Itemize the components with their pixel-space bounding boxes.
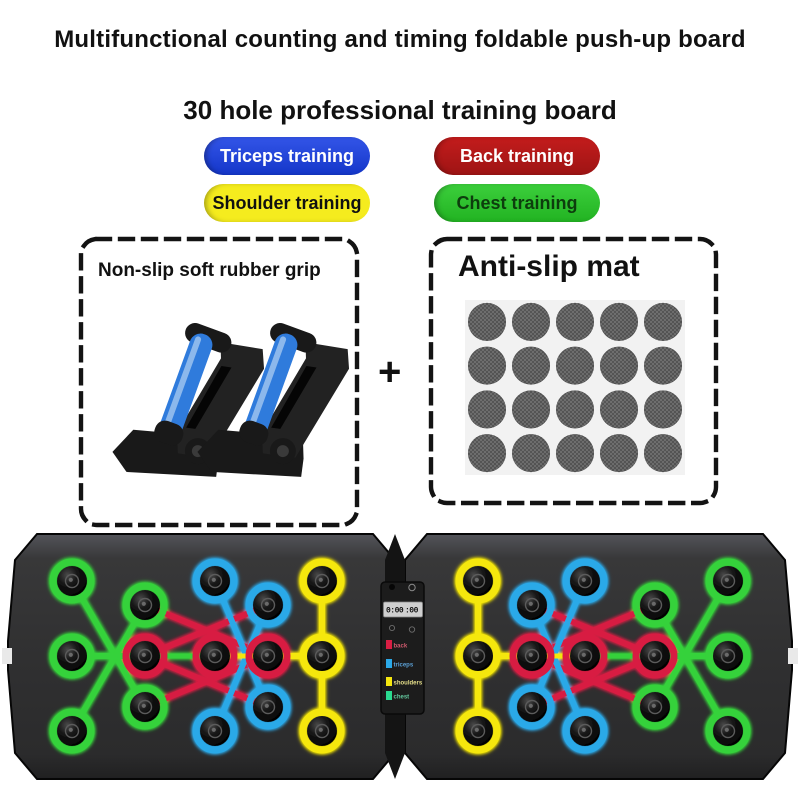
svg-text:0:00: 0:00 <box>386 607 404 616</box>
svg-text:triceps: triceps <box>394 662 414 668</box>
svg-text:shoulders: shoulders <box>394 680 423 686</box>
svg-text:chest: chest <box>394 694 410 700</box>
svg-text:back: back <box>394 643 408 649</box>
svg-text::00: :00 <box>405 607 419 616</box>
